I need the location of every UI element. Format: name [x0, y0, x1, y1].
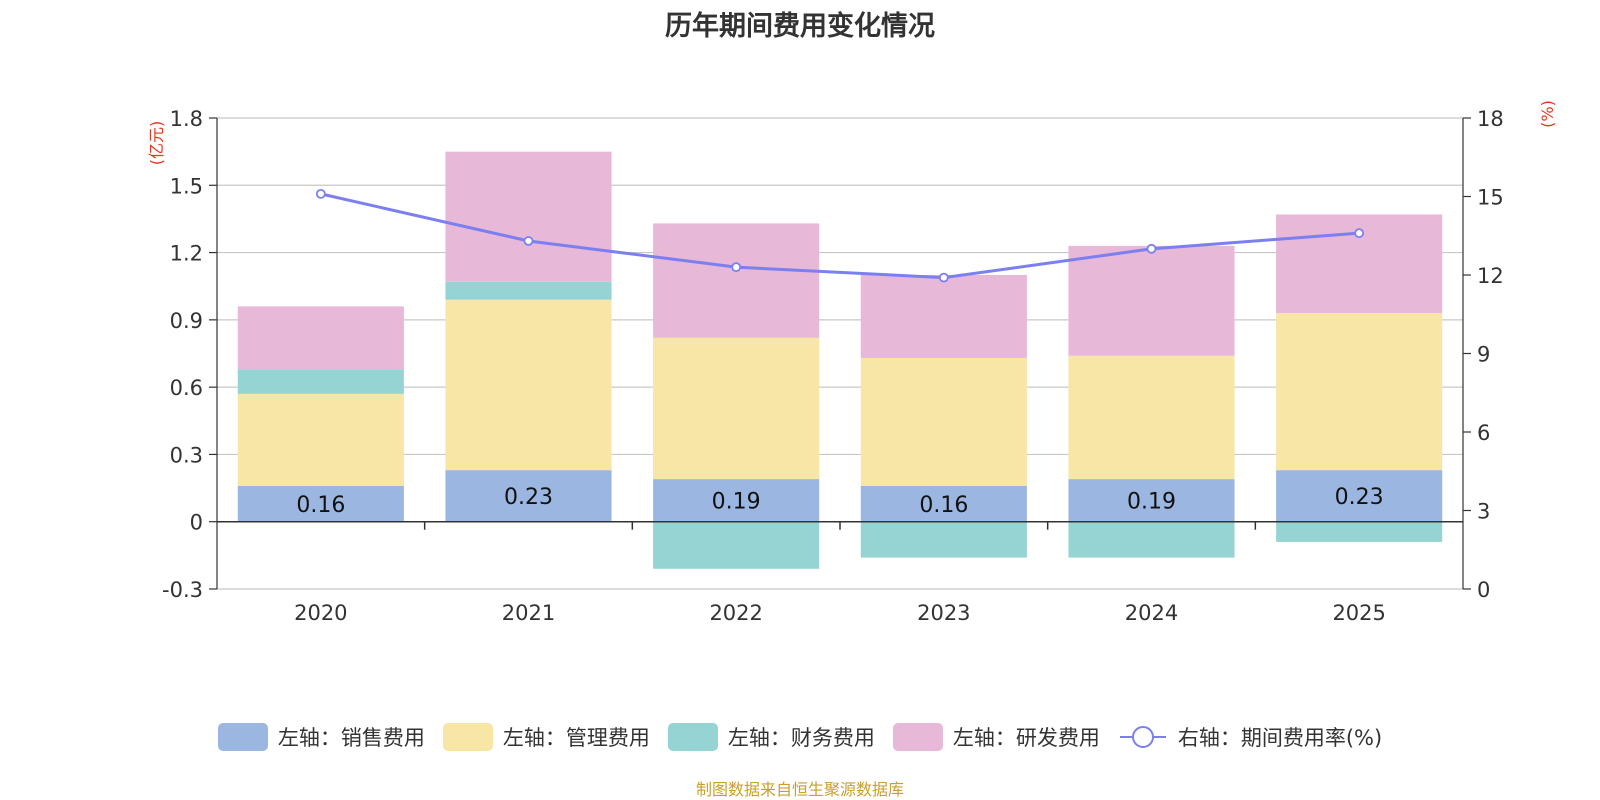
- left-tick-label-7: 1.8: [170, 107, 203, 131]
- bar-2020-series-0: [237, 485, 404, 522]
- ratio-point-2021: [523, 236, 534, 246]
- left-tick-label-1: 0: [190, 511, 203, 535]
- chart-title: 历年期间费用变化情况: [665, 11, 935, 42]
- legend-item-rnd[interactable]: 左轴：研发费用: [892, 722, 1100, 752]
- x-label-2023: 2023: [917, 601, 970, 625]
- legend-item-ratio[interactable]: 右轴：期间费用率(%): [1118, 722, 1382, 752]
- legend-label-sales: 左轴：销售费用: [277, 726, 425, 750]
- legend-swatch-sales: [217, 723, 268, 751]
- legend-label-finance: 左轴：财务费用: [727, 726, 875, 750]
- right-tick-label-0: 0: [1477, 578, 1490, 602]
- ratio-point-2024: [1146, 243, 1157, 254]
- legend-label-admin: 左轴：管理费用: [502, 726, 650, 750]
- ratio-line: [320, 192, 1360, 280]
- bar-2023-series-3: [860, 275, 1027, 358]
- right-tick-label-1: 3: [1477, 500, 1490, 524]
- left-tick-label-4: 0.9: [170, 309, 203, 333]
- bar-2022-series-3: [653, 223, 820, 338]
- right-tick-label-6: 18: [1477, 107, 1504, 131]
- source-note: 制图数据来自恒生聚源数据库: [695, 780, 904, 799]
- bar-2021-series-0: [445, 470, 612, 522]
- legend-line-icon: [1119, 726, 1166, 748]
- ratio-point-2020: [315, 188, 326, 199]
- left-tick-label-3: 0.6: [170, 376, 203, 400]
- legend-label-rnd: 左轴：研发费用: [952, 726, 1100, 750]
- left-tick-label-2: 0.3: [170, 443, 203, 467]
- left-tick-label-6: 1.5: [170, 174, 203, 198]
- bar-2021-series-2: [445, 281, 612, 300]
- bar-2020-series-1: [237, 393, 404, 486]
- bar-2024-series-1: [1068, 355, 1235, 480]
- data-label-2022: 0.19: [712, 489, 761, 514]
- legend-swatch-admin: [442, 723, 493, 751]
- ratio-point-2025: [1354, 228, 1365, 239]
- legend-item-sales[interactable]: 左轴：销售费用: [217, 722, 425, 752]
- bar-2022-series-1: [653, 337, 820, 480]
- bar-2024-series-3: [1068, 245, 1235, 356]
- left-axis-label: (亿元): [147, 121, 166, 166]
- bar-2021-series-1: [445, 299, 612, 471]
- ratio-point-2023: [938, 272, 949, 283]
- bar-2020-series-2: [237, 369, 404, 394]
- legend-item-admin[interactable]: 左轴：管理费用: [442, 722, 650, 752]
- bar-2021-series-3: [445, 151, 612, 282]
- legend-swatch-rnd: [892, 723, 943, 751]
- bar-2020-series-3: [237, 306, 404, 370]
- bar-2022-series-2: [653, 521, 820, 569]
- data-label-2025: 0.23: [1335, 485, 1384, 510]
- bar-2025-series-0: [1276, 470, 1443, 522]
- left-tick-label-0: -0.3: [162, 578, 203, 602]
- left-tick-label-5: 1.2: [170, 242, 203, 266]
- bar-2023-series-2: [860, 521, 1027, 558]
- bar-2023-series-1: [860, 357, 1027, 486]
- x-label-2021: 2021: [502, 601, 555, 625]
- data-label-2020: 0.16: [296, 493, 345, 518]
- ratio-point-2022: [731, 262, 742, 273]
- right-tick-label-5: 15: [1477, 186, 1504, 210]
- legend-swatch-finance: [667, 723, 718, 751]
- right-axis-label: (%): [1538, 100, 1557, 128]
- x-label-2025: 2025: [1332, 601, 1385, 625]
- right-tick-label-3: 9: [1477, 343, 1490, 367]
- x-label-2022: 2022: [709, 601, 762, 625]
- right-tick-label-2: 6: [1477, 421, 1490, 445]
- data-label-2023: 0.16: [919, 493, 968, 518]
- legend-label-ratio: 右轴：期间费用率(%): [1177, 726, 1383, 750]
- bar-2023-series-0: [860, 485, 1027, 522]
- bar-2022-series-0: [653, 479, 820, 522]
- bar-2025-series-1: [1276, 313, 1443, 471]
- bar-2024-series-2: [1068, 521, 1235, 558]
- x-label-2020: 2020: [294, 601, 347, 625]
- legend-item-finance[interactable]: 左轴：财务费用: [667, 722, 875, 752]
- x-label-2024: 2024: [1125, 601, 1178, 625]
- bar-2025-series-2: [1276, 521, 1443, 542]
- data-label-2024: 0.19: [1127, 489, 1176, 514]
- data-label-2021: 0.23: [504, 485, 553, 510]
- legend: 左轴：销售费用 左轴：管理费用 左轴：财务费用 左轴：研发费用 右轴：期间费用率…: [0, 722, 1600, 752]
- right-tick-label-4: 12: [1477, 264, 1504, 288]
- bar-2024-series-0: [1068, 479, 1235, 522]
